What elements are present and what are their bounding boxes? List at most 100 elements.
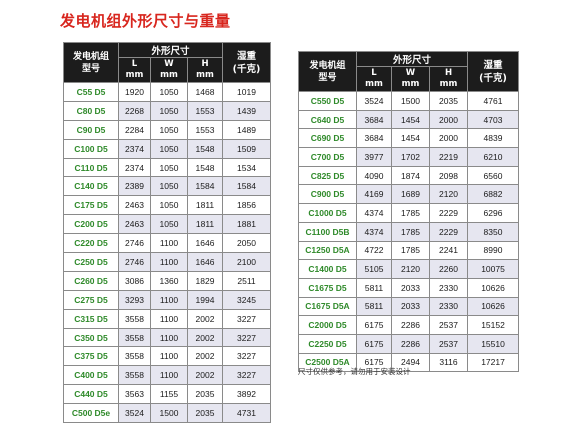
width-unit: mm [160,70,178,80]
height-cell: 1646 [186,233,224,254]
width-cell: 1050 [150,214,188,235]
length-cell: 6175 [356,315,392,335]
length-cell: 3524 [118,403,151,424]
width-cell: 1050 [150,138,188,159]
length-cell: 4722 [356,240,392,261]
table-row: C690 D5 3684 1454 2000 4839 [298,128,520,149]
model-cell: C140 D5 [63,176,119,197]
width-cell: 1360 [150,270,188,291]
table-row: C1100 D5B 4374 1785 2229 8350 [298,221,520,242]
height-cell: 2002 [186,327,224,348]
model-cell: C55 D5 [63,82,119,102]
height-cell: 2002 [186,346,224,367]
table-row: C2000 D5 6175 2286 2537 15152 [298,315,520,335]
length-cell: 6175 [356,333,392,354]
height-cell: 2002 [186,308,224,329]
table-row: C375 D5 3558 1100 2002 3227 [63,346,272,367]
height-cell: 2035 [186,384,224,405]
length-cell: 2746 [118,233,151,254]
model-cell: C90 D5 [63,119,119,140]
width-cell: 1100 [150,346,188,367]
height-cell: 2229 [428,221,469,242]
width-cell: 2286 [391,333,430,354]
width-cell: 2494 [391,352,430,373]
table-row: C55 D5 1920 1050 1468 1019 [63,82,272,102]
model-header-line2: 型号 [318,72,337,83]
width-cell: 1100 [150,365,188,386]
width-cell: 1500 [391,91,430,111]
weight-cell: 2100 [222,252,272,272]
model-cell: C220 D5 [63,233,119,254]
table-row: C250 D5 2746 1100 1646 2100 [63,252,272,272]
length-unit: mm [365,79,383,89]
model-cell: C825 D5 [298,165,357,186]
weight-header-line2: (千克) [232,63,261,75]
length-cell: 2463 [118,214,151,235]
length-cell: 2374 [118,138,151,159]
table-row: C500 D5e 3524 1500 2035 4731 [63,403,272,424]
weight-cell: 6882 [467,184,520,205]
table-row: C1675 D5A 5811 2033 2330 10626 [298,296,520,317]
model-cell: C1675 D5 [298,277,357,298]
width-cell: 1500 [150,403,188,424]
model-cell: C100 D5 [63,138,119,159]
right-table-body: C550 D5 3524 1500 2035 4761 C640 D5 3684 1454 20… [298,91,520,373]
height-cell: 1646 [186,252,224,272]
weight-cell: 4703 [467,109,520,130]
table-row: C275 D5 3293 1100 1994 3245 [63,289,272,310]
height-unit: mm [439,79,458,89]
width-cell: 1050 [150,100,188,121]
height-cell: 2537 [428,333,469,354]
weight-header-line2: (千克) [479,72,507,84]
length-cell: 3558 [118,365,151,386]
table-row: C1250 D5A 4722 1785 2241 8990 [298,240,520,261]
width-unit: mm [401,79,420,89]
width-cell: 1100 [150,327,188,348]
length-cell: 3684 [356,109,392,130]
length-cell: 3558 [118,327,151,348]
width-cell: 1689 [391,184,430,205]
width-cell: 1785 [391,221,430,242]
weight-cell: 1019 [222,82,272,102]
model-cell: C250 D5 [63,252,119,272]
height-cell: 2035 [186,403,224,424]
model-cell: C80 D5 [63,100,119,121]
height-cell: 3116 [428,352,469,373]
weight-cell: 15510 [467,333,520,354]
width-cell: 2286 [391,315,430,335]
width-cell: 2120 [391,259,430,279]
length-label: L [371,68,377,78]
width-cell: 1454 [391,128,430,149]
table-row: C2250 D5 6175 2286 2537 15510 [298,333,520,354]
width-cell: 1702 [391,147,430,167]
length-cell: 2463 [118,195,151,216]
height-cell: 2229 [428,203,469,223]
weight-cell: 15152 [467,315,520,335]
length-cell: 2374 [118,157,151,178]
model-cell: C400 D5 [63,365,119,386]
height-cell: 1584 [186,176,224,197]
model-cell: C1000 D5 [298,203,357,223]
length-unit: mm [125,70,144,80]
width-cell: 1050 [150,176,188,197]
height-cell: 2330 [428,277,469,298]
height-cell: 2241 [428,240,469,261]
model-cell: C700 D5 [298,147,357,167]
weight-cell: 4731 [222,403,272,424]
height-unit: mm [196,70,214,80]
table-row: C1400 D5 5105 2120 2260 10075 [298,259,520,279]
weight-cell: 3245 [222,289,272,310]
height-label: H [444,68,453,78]
length-cell: 2746 [118,252,151,272]
model-cell: C110 D5 [63,157,119,178]
length-cell: 1920 [118,82,151,102]
weight-cell: 8350 [467,221,520,242]
height-cell: 1548 [186,138,224,159]
height-cell: 2000 [428,128,469,149]
height-cell: 1548 [186,157,224,178]
height-cell: 1829 [186,270,224,291]
left-table-body: C55 D5 1920 1050 1468 1019 C80 D5 2268 1050 1553… [63,82,272,424]
